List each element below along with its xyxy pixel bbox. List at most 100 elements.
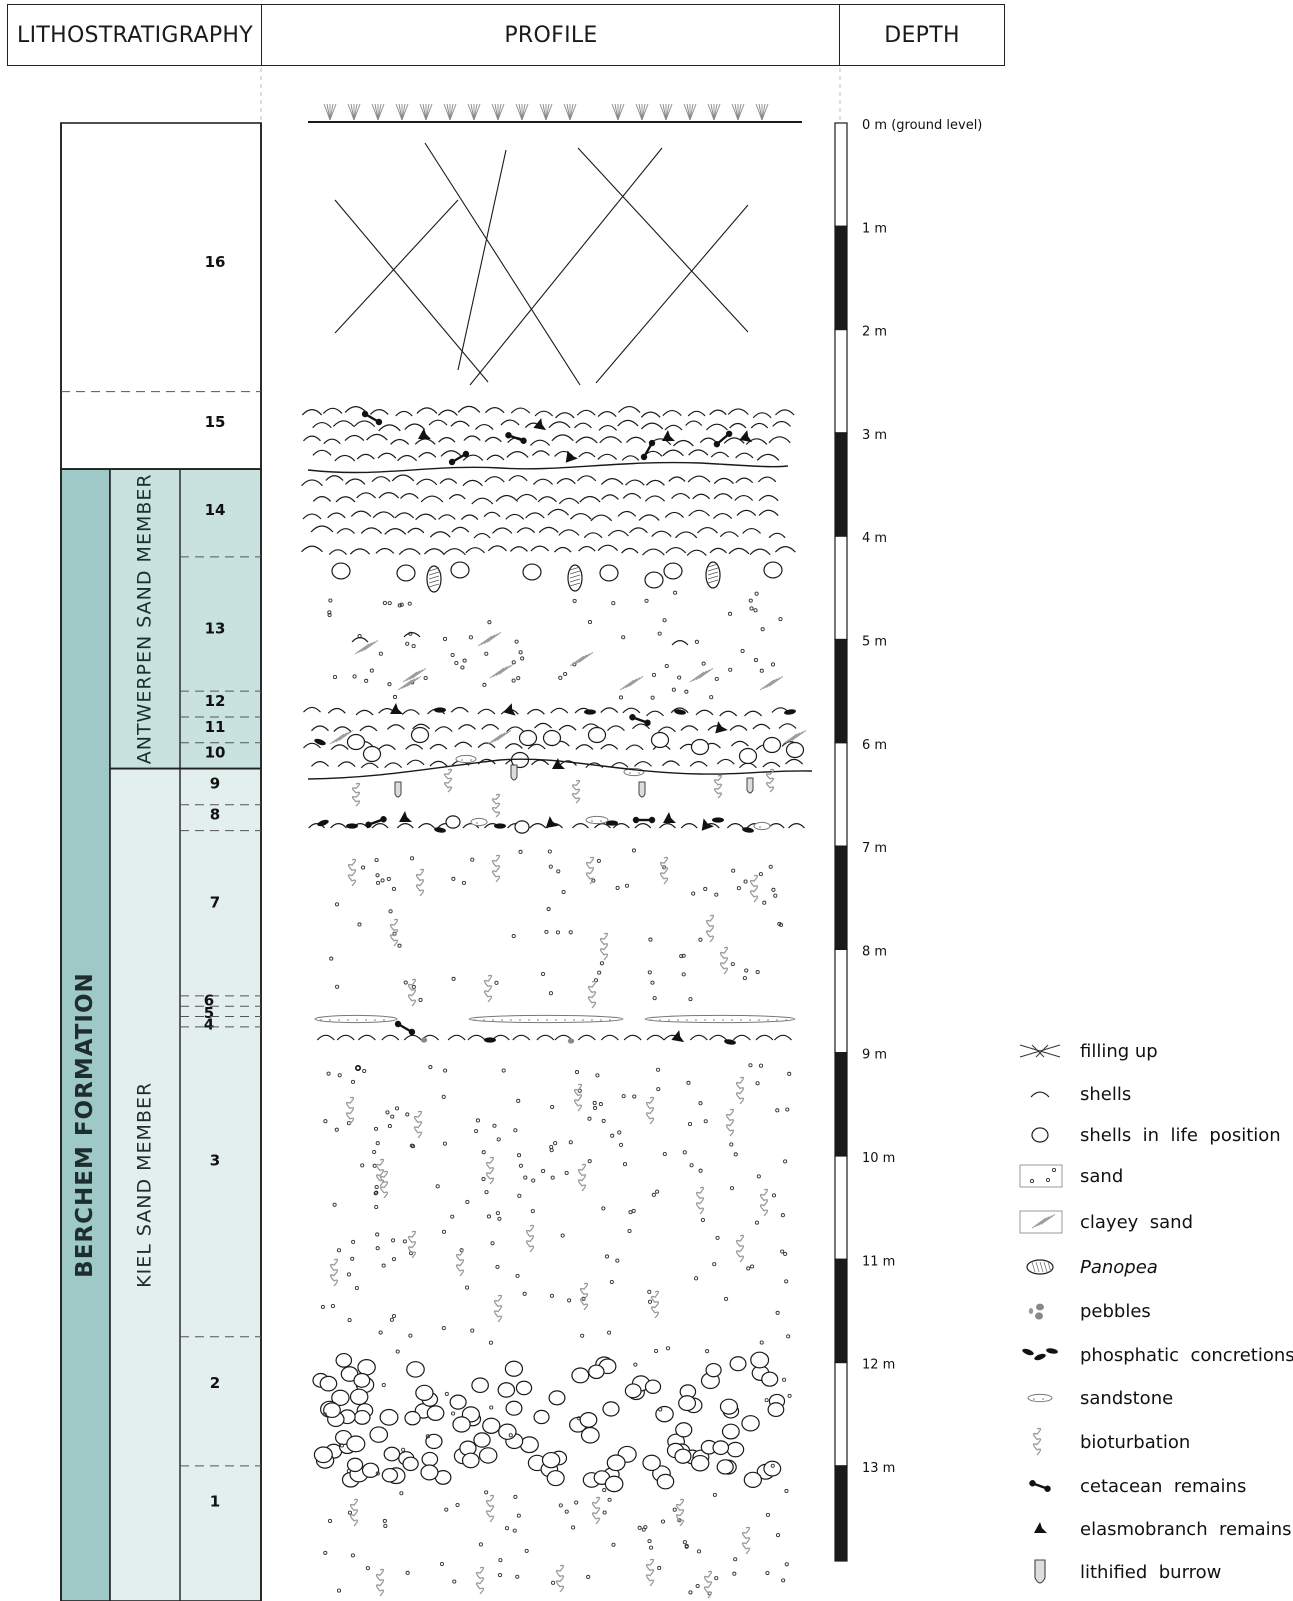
sand-grain bbox=[335, 984, 340, 989]
legend-glyph bbox=[1031, 1044, 1045, 1058]
shell-life-position-symbol bbox=[410, 726, 430, 744]
shell-symbol bbox=[345, 478, 366, 485]
elasmobranch-remains-symbol bbox=[545, 816, 559, 828]
sand-grain bbox=[714, 676, 719, 681]
sand-grain bbox=[641, 1527, 646, 1532]
clay-line bbox=[791, 730, 807, 741]
shell-symbol bbox=[423, 548, 445, 555]
clayey-sand-symbol bbox=[489, 664, 514, 679]
clay-line bbox=[354, 643, 370, 655]
shells-in-life-position-unit-14 bbox=[331, 561, 783, 593]
legend-glyph bbox=[1043, 1261, 1048, 1273]
shell-symbol bbox=[713, 477, 734, 485]
clay-line bbox=[785, 732, 801, 744]
grass-blade bbox=[473, 103, 481, 121]
shell-symbol bbox=[512, 1034, 531, 1041]
shell-life-position-symbol bbox=[738, 747, 758, 765]
sandstone-grain bbox=[776, 1019, 778, 1021]
shell-symbol bbox=[437, 409, 458, 416]
sand-grain bbox=[743, 879, 748, 884]
unit-label: 3 bbox=[210, 1152, 220, 1170]
unit-label: 14 bbox=[205, 501, 226, 519]
sandstone-grain bbox=[591, 820, 593, 822]
shell-life-position-symbol bbox=[323, 1402, 341, 1419]
sand-grain bbox=[740, 648, 745, 654]
sand-grain bbox=[650, 695, 655, 700]
shell-symbol bbox=[558, 529, 580, 536]
shell-symbol bbox=[438, 514, 456, 520]
clay-line bbox=[575, 653, 591, 664]
depth-scale-segment bbox=[834, 329, 848, 434]
shell-life-position-symbol bbox=[514, 820, 530, 834]
shell-life-position-symbol bbox=[675, 1422, 693, 1438]
sand-grain bbox=[555, 930, 560, 935]
sand-grain bbox=[556, 869, 561, 874]
shell-symbol bbox=[713, 493, 733, 500]
sand-grain bbox=[695, 1583, 700, 1589]
shell-symbol bbox=[710, 451, 730, 458]
sand-grain bbox=[484, 651, 489, 656]
shell-symbol bbox=[359, 725, 378, 732]
sand-grain bbox=[332, 1202, 337, 1207]
sand-grain bbox=[759, 668, 764, 673]
sand-grain bbox=[401, 1447, 406, 1452]
sand-grain bbox=[750, 1264, 755, 1269]
shell-symbol bbox=[680, 725, 699, 731]
shell-symbol bbox=[401, 709, 420, 715]
sandstone-grain bbox=[731, 1019, 733, 1021]
phosphatic-concretion-symbol bbox=[712, 817, 724, 823]
sand-grain bbox=[684, 689, 689, 694]
sand-grain bbox=[361, 865, 366, 870]
tooth-shape bbox=[1034, 1522, 1047, 1533]
formation-label: BERCHEM FORMATION bbox=[72, 972, 98, 1278]
sand-grain bbox=[662, 618, 667, 623]
bone-shaft bbox=[643, 443, 653, 457]
sand-grain bbox=[780, 1249, 785, 1254]
sand-grain bbox=[596, 858, 601, 863]
shell-symbol bbox=[415, 513, 437, 521]
grass-symbol bbox=[683, 103, 697, 121]
shell-symbol bbox=[664, 511, 684, 518]
bioturbation-symbol bbox=[579, 1282, 589, 1311]
sand-grain bbox=[551, 1580, 556, 1585]
shell-life-position-symbol bbox=[421, 1451, 439, 1467]
shell-symbol bbox=[578, 545, 596, 552]
sand-grain bbox=[397, 603, 402, 608]
shell-symbol bbox=[395, 410, 413, 417]
bone-end bbox=[394, 1020, 402, 1028]
bioturbation-symbol bbox=[485, 1156, 495, 1185]
bioturbation-symbol bbox=[375, 1158, 385, 1187]
sand-grain bbox=[602, 1488, 607, 1493]
shell-life-position-symbol bbox=[471, 1377, 489, 1394]
sand-grain bbox=[783, 1251, 788, 1256]
clay-line bbox=[698, 668, 714, 679]
sand-grain bbox=[754, 591, 759, 596]
sand-grain bbox=[770, 1463, 775, 1468]
shell-symbol bbox=[634, 761, 652, 767]
clayey-sand-symbol bbox=[402, 668, 427, 683]
panopea-line bbox=[569, 566, 581, 571]
sand-grain bbox=[760, 627, 765, 632]
shell-symbol bbox=[439, 478, 458, 484]
shell-symbol bbox=[403, 632, 421, 638]
sand-grain bbox=[597, 970, 602, 975]
bioturbation-symbol bbox=[493, 1294, 503, 1323]
depth-scale: 0 m (ground level) 1 m 2 m 3 m 4 m 5 m 6 m 7 m 8… bbox=[834, 118, 982, 1562]
phosphatic-concretion-symbol bbox=[434, 707, 446, 713]
shell-life-position-symbol bbox=[726, 1441, 745, 1458]
shell-beds-units-15-14 bbox=[301, 405, 796, 556]
bone-end bbox=[462, 450, 470, 458]
sand-grain bbox=[601, 1118, 606, 1123]
sandstone-grain bbox=[767, 1019, 769, 1021]
sand-grain bbox=[382, 1518, 387, 1524]
sand-grain bbox=[441, 1094, 446, 1099]
clayey-sand-symbol bbox=[487, 730, 512, 745]
clayey-sand-symbol bbox=[397, 676, 422, 691]
bone-end bbox=[648, 816, 656, 824]
shell-symbol bbox=[350, 510, 372, 517]
bioturbation-symbol bbox=[351, 782, 361, 807]
bioturbation-symbol bbox=[765, 768, 775, 793]
legend-box bbox=[1019, 1164, 1063, 1188]
sandstone-grain bbox=[677, 1019, 679, 1021]
shell-symbol bbox=[301, 479, 323, 487]
